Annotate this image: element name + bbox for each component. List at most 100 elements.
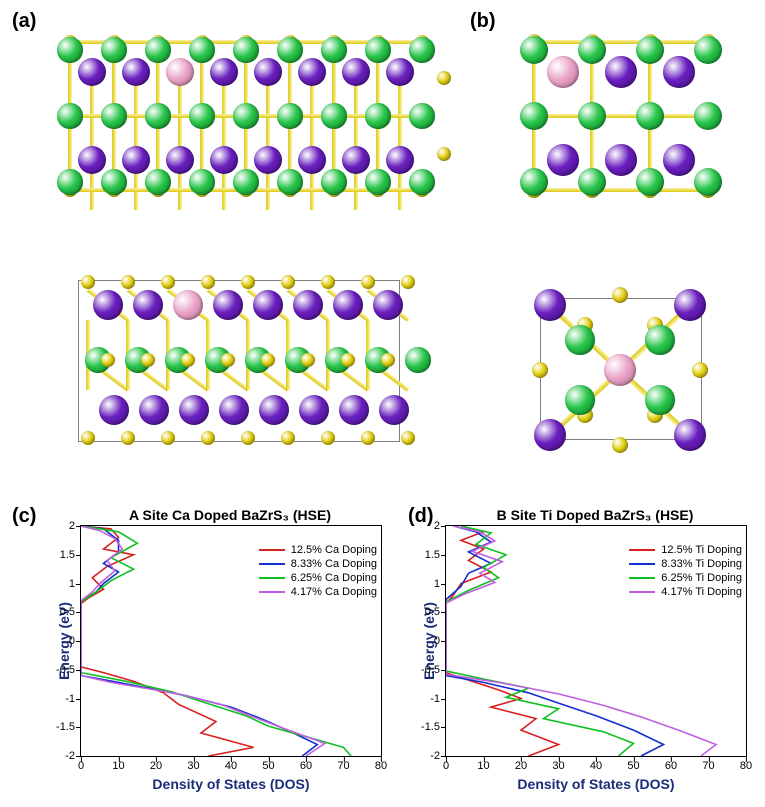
atom-zr	[254, 58, 283, 87]
chart-c-yaxis: -2-1.5-1-0.500.511.52	[43, 526, 79, 756]
chart-c-xaxis: 01020304050607080	[81, 758, 381, 774]
atom-ba	[189, 37, 214, 62]
chart-d: B Site Ti Doped BaZrS₃ (HSE) Energy (eV)…	[445, 507, 745, 757]
atom-ba	[520, 168, 548, 196]
legend-label: 4.17% Ti Doping	[661, 586, 742, 598]
atom-ba	[101, 103, 126, 128]
atom-zr	[547, 144, 579, 176]
atom-zr	[339, 395, 369, 425]
atom-dop	[604, 354, 636, 386]
atom-zr	[122, 58, 151, 87]
legend-swatch	[259, 563, 285, 565]
atom-ba	[694, 168, 722, 196]
atom-ba	[365, 103, 390, 128]
atom-ba	[145, 169, 170, 194]
y-tick: 1.5	[425, 549, 440, 561]
atom-zr	[133, 290, 163, 320]
y-tick: 1.5	[60, 549, 75, 561]
atom-ba	[321, 37, 346, 62]
atom-s	[612, 437, 628, 453]
atom-s	[437, 147, 451, 161]
atom-zr	[93, 290, 123, 320]
atom-s	[81, 431, 95, 445]
legend-label: 12.5% Ti Doping	[661, 544, 742, 556]
legend-row: 6.25% Ti Doping	[629, 572, 742, 584]
y-tick: -0.5	[56, 664, 75, 676]
dos-series	[446, 526, 634, 756]
structure-a-top	[50, 20, 430, 230]
atom-ba	[57, 37, 82, 62]
atom-ba	[694, 102, 722, 130]
atom-s	[401, 431, 415, 445]
structure-b-bottom	[520, 270, 720, 470]
atom-zr	[219, 395, 249, 425]
legend-swatch	[629, 563, 655, 565]
x-tick: 30	[187, 760, 199, 772]
atom-ba	[645, 325, 674, 354]
atom-s	[161, 431, 175, 445]
atom-ba	[409, 37, 434, 62]
atom-zr	[78, 58, 107, 87]
chart-c-xlabel: Density of States (DOS)	[81, 776, 381, 792]
atom-ba	[57, 169, 82, 194]
y-tick: -2	[430, 750, 440, 762]
chart-d-body: Energy (eV) -2-1.5-1-0.500.511.52 010203…	[445, 525, 747, 757]
figure-root: (a) (b) (c) (d) A Site Ca Doped BaZrS₃ (…	[10, 10, 755, 797]
atom-ba	[233, 103, 258, 128]
atom-zr	[213, 290, 243, 320]
atom-zr	[299, 395, 329, 425]
atom-ba	[636, 168, 664, 196]
legend-label: 8.33% Ca Doping	[291, 558, 377, 570]
dos-series	[446, 526, 559, 756]
legend-swatch	[259, 549, 285, 551]
x-tick: 70	[337, 760, 349, 772]
atom-s	[361, 431, 375, 445]
legend-swatch	[629, 577, 655, 579]
atom-ba	[578, 168, 606, 196]
atom-ba	[409, 103, 434, 128]
atom-s	[321, 431, 335, 445]
y-tick: -0.5	[421, 664, 440, 676]
atom-zr	[210, 58, 239, 87]
legend-label: 8.33% Ti Doping	[661, 558, 742, 570]
legend-label: 12.5% Ca Doping	[291, 544, 377, 556]
atom-ba	[321, 103, 346, 128]
atom-s	[692, 362, 708, 378]
y-tick: 0	[434, 635, 440, 647]
atom-zr	[674, 419, 706, 451]
atom-ba	[145, 37, 170, 62]
x-tick: 80	[740, 760, 752, 772]
atom-s	[532, 362, 548, 378]
legend-row: 4.17% Ca Doping	[259, 586, 377, 598]
chart-c-legend: 12.5% Ca Doping8.33% Ca Doping6.25% Ca D…	[259, 544, 377, 600]
atom-s	[241, 431, 255, 445]
atom-zr	[259, 395, 289, 425]
chart-d-xlabel: Density of States (DOS)	[446, 776, 746, 792]
atom-zr	[342, 58, 371, 87]
atom-dop	[547, 56, 579, 88]
atom-zr	[386, 146, 415, 175]
x-tick: 30	[552, 760, 564, 772]
atom-ba	[101, 169, 126, 194]
chart-d-title: B Site Ti Doped BaZrS₃ (HSE)	[445, 507, 745, 523]
x-tick: 80	[375, 760, 387, 772]
legend-label: 4.17% Ca Doping	[291, 586, 377, 598]
atom-ba	[565, 385, 594, 414]
x-tick: 10	[112, 760, 124, 772]
atom-s	[612, 287, 628, 303]
atom-ba	[189, 169, 214, 194]
x-tick: 0	[78, 760, 84, 772]
atom-s	[437, 71, 451, 85]
atom-zr	[254, 146, 283, 175]
atom-s	[281, 431, 295, 445]
atom-zr	[122, 146, 151, 175]
atom-zr	[179, 395, 209, 425]
y-tick: 0.5	[425, 606, 440, 618]
atom-zr	[78, 146, 107, 175]
y-tick: 2	[69, 520, 75, 532]
atom-zr	[166, 146, 195, 175]
panel-label-d: (d)	[408, 505, 434, 528]
x-tick: 60	[300, 760, 312, 772]
atom-ba	[636, 102, 664, 130]
atom-zr	[674, 289, 706, 321]
